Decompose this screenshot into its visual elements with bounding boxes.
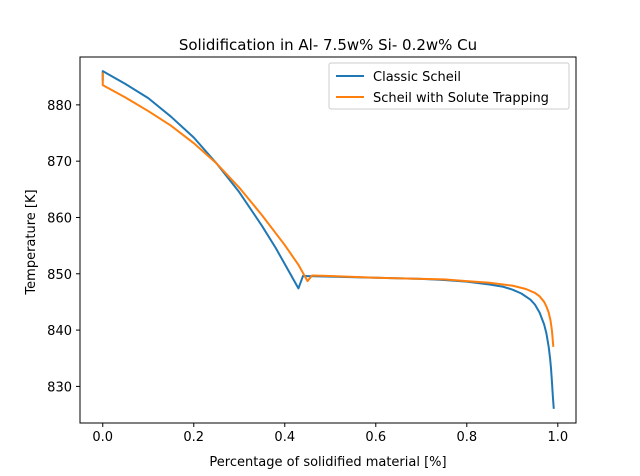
y-tick-label: 880 [47, 99, 72, 114]
x-tick-label: 1.0 [547, 430, 568, 445]
x-tick-label: 0.4 [274, 430, 295, 445]
axes-frame [79, 56, 577, 424]
chart-title: Solidification in Al- 7.5w% Si- 0.2w% Cu [179, 36, 477, 54]
x-tick-label: 0.8 [456, 430, 477, 445]
y-tick-label: 830 [47, 380, 72, 395]
x-tick-label: 0.2 [183, 430, 204, 445]
x-tick-label: 0.0 [92, 430, 113, 445]
y-tick-label: 870 [47, 155, 72, 170]
y-axis-label: Temperature [K] [24, 189, 39, 295]
y-tick-label: 850 [47, 268, 72, 283]
legend-label-solute-trapping: Scheil with Solute Trapping [373, 91, 549, 106]
y-tick-label: 840 [47, 324, 72, 339]
axes: 0.0 0.2 0.4 0.6 0.8 1.0 830 840 850 860 870 880 [47, 56, 577, 445]
y-tick-label: 860 [47, 211, 72, 226]
x-axis-label: Percentage of solidified material [%] [209, 455, 446, 470]
legend: Classic Scheil Scheil with Solute Trappi… [328, 62, 570, 110]
plot-area [101, 70, 555, 409]
series-line-1 [101, 72, 555, 347]
legend-box [328, 62, 570, 110]
x-tick-label: 0.6 [365, 430, 386, 445]
legend-label-classic-scheil: Classic Scheil [373, 70, 461, 85]
